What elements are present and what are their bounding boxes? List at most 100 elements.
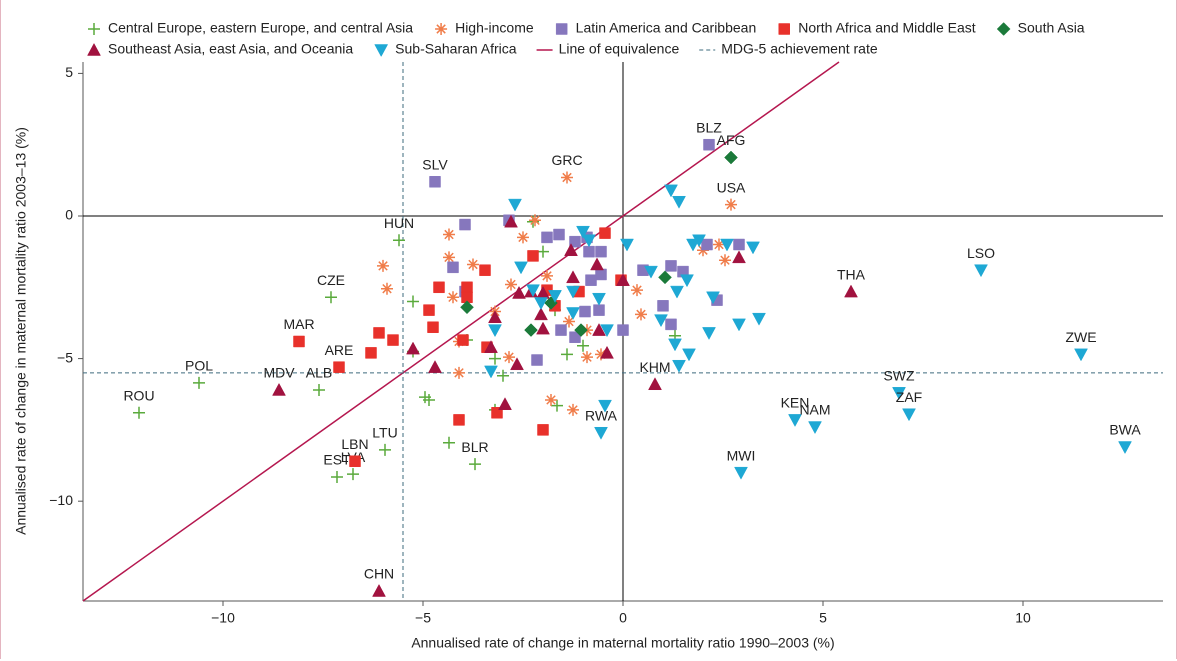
data-point	[433, 281, 445, 294]
data-point	[484, 340, 498, 353]
point-label: GRC	[551, 152, 582, 168]
data-point	[349, 455, 361, 468]
legend-item: MDG-5 achievement rate	[699, 41, 878, 57]
data-point	[537, 424, 549, 436]
data-point	[553, 228, 565, 241]
data-point	[620, 238, 634, 252]
point-label: EST	[323, 452, 351, 468]
x-tick-label: −5	[415, 610, 431, 626]
data-point	[664, 184, 678, 198]
point-label: USA	[717, 179, 746, 195]
data-point	[582, 234, 596, 248]
data-point	[333, 361, 345, 373]
data-point	[489, 352, 501, 365]
legend-label: Sub-Saharan Africa	[395, 41, 517, 57]
point-label: MWI	[727, 447, 756, 463]
data-point	[423, 304, 435, 316]
data-point	[443, 436, 455, 449]
data-point	[508, 198, 522, 212]
data-point	[512, 285, 526, 299]
point-label: ROU	[123, 387, 154, 403]
data-point	[529, 214, 541, 227]
point-label: SLV	[422, 156, 448, 172]
data-point	[654, 314, 668, 328]
data-point	[665, 318, 677, 331]
data-point	[788, 414, 802, 427]
data-point	[469, 458, 481, 471]
legend-symbol	[374, 44, 389, 58]
data-point	[453, 414, 465, 426]
legend-label: MDG-5 achievement rate	[721, 41, 878, 57]
data-point	[752, 312, 766, 326]
point-label: HUN	[384, 215, 414, 231]
data-point	[590, 257, 604, 271]
data-point	[531, 354, 543, 366]
point-label: LBN	[341, 436, 368, 452]
point-label: BLR	[461, 439, 488, 455]
data-point	[510, 357, 524, 371]
legend-label: Line of equivalence	[559, 41, 680, 57]
data-point	[505, 278, 517, 291]
data-point	[561, 171, 573, 184]
data-point	[617, 324, 629, 336]
point-label: BWA	[1109, 422, 1141, 438]
x-tick-label: 0	[619, 610, 627, 626]
legend-label: North Africa and Middle East	[798, 20, 976, 36]
data-point	[429, 176, 441, 188]
legend-item: High-income	[435, 20, 534, 36]
data-point	[488, 324, 502, 338]
data-point	[563, 315, 575, 328]
data-point	[504, 214, 518, 228]
data-point	[541, 269, 553, 282]
data-point	[534, 307, 548, 321]
data-point	[331, 470, 343, 483]
data-point	[373, 327, 385, 339]
point-label: RWA	[585, 407, 618, 423]
legend-label: Southeast Asia, east Asia, and Oceania	[108, 41, 353, 57]
data-point	[658, 270, 672, 285]
data-point	[648, 377, 662, 391]
data-point	[566, 307, 580, 320]
data-point	[447, 291, 459, 304]
data-point	[372, 583, 386, 597]
data-point	[595, 245, 607, 258]
legend-symbol	[555, 23, 568, 35]
data-point	[566, 270, 580, 284]
data-point	[733, 238, 745, 251]
data-point	[616, 273, 630, 286]
data-point	[548, 290, 562, 303]
legend-item: Central Europe, eastern Europe, and cent…	[88, 20, 413, 36]
data-point	[479, 264, 491, 276]
point-label: AFG	[717, 132, 746, 148]
y-tick-label: −10	[49, 492, 73, 508]
data-point	[541, 231, 553, 244]
data-point	[706, 291, 720, 305]
data-point	[536, 321, 550, 335]
data-point	[576, 225, 590, 239]
legend-symbol	[778, 23, 790, 35]
legend-label: High-income	[455, 20, 534, 36]
data-point	[569, 235, 581, 248]
data-point	[503, 351, 515, 364]
legend-symbol	[996, 22, 1011, 36]
data-point	[734, 466, 748, 480]
data-point	[595, 348, 607, 361]
data-point	[379, 443, 391, 456]
legend-item: North Africa and Middle East	[778, 20, 976, 36]
data-point	[668, 338, 682, 352]
data-point	[443, 251, 455, 264]
data-point	[725, 198, 737, 211]
data-point	[581, 351, 593, 364]
point-label: KHM	[639, 359, 670, 375]
data-point	[325, 291, 337, 304]
data-point	[527, 250, 539, 262]
point-label: NAM	[799, 402, 830, 418]
legend-item: Sub-Saharan Africa	[374, 41, 517, 58]
data-point	[844, 284, 858, 298]
data-point	[347, 468, 359, 481]
data-point	[561, 348, 573, 361]
data-point	[902, 408, 916, 422]
y-axis-label: Annualised rate of change in maternal mo…	[13, 127, 29, 535]
data-point	[457, 334, 469, 346]
point-label: LSO	[967, 245, 995, 261]
